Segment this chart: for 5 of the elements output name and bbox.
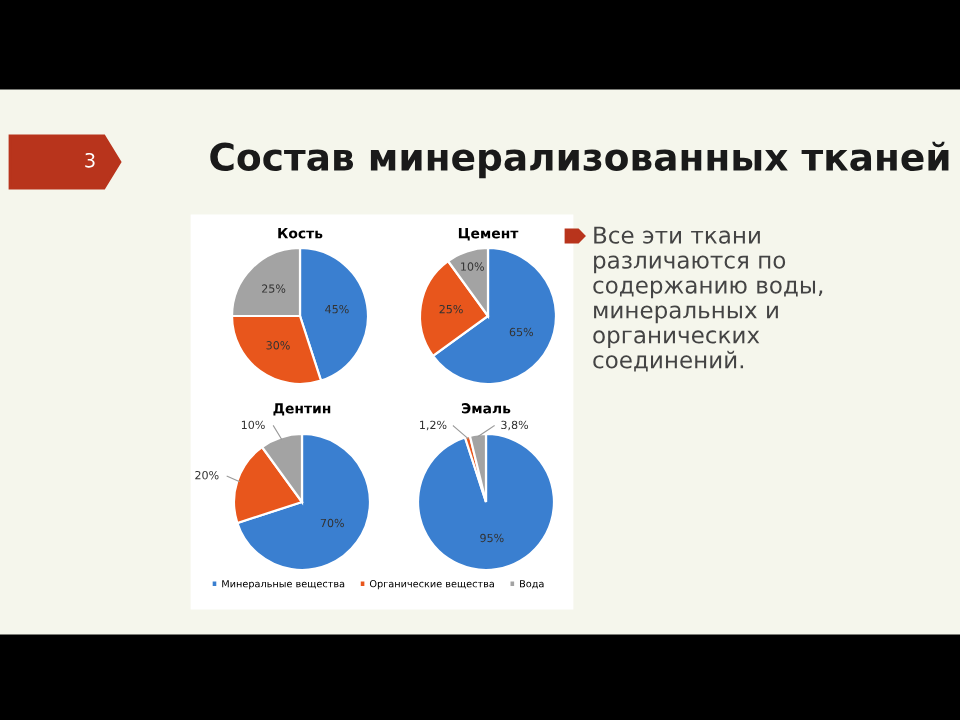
pie-slice (416, 432, 556, 572)
pie-slice (236, 432, 372, 572)
text: 3 (85, 152, 95, 168)
text: Все эти ткани различаются по содержанию воды, минеральных и органических соединений. (593, 226, 823, 372)
text: Состав минерализованных тканей (210, 141, 949, 179)
